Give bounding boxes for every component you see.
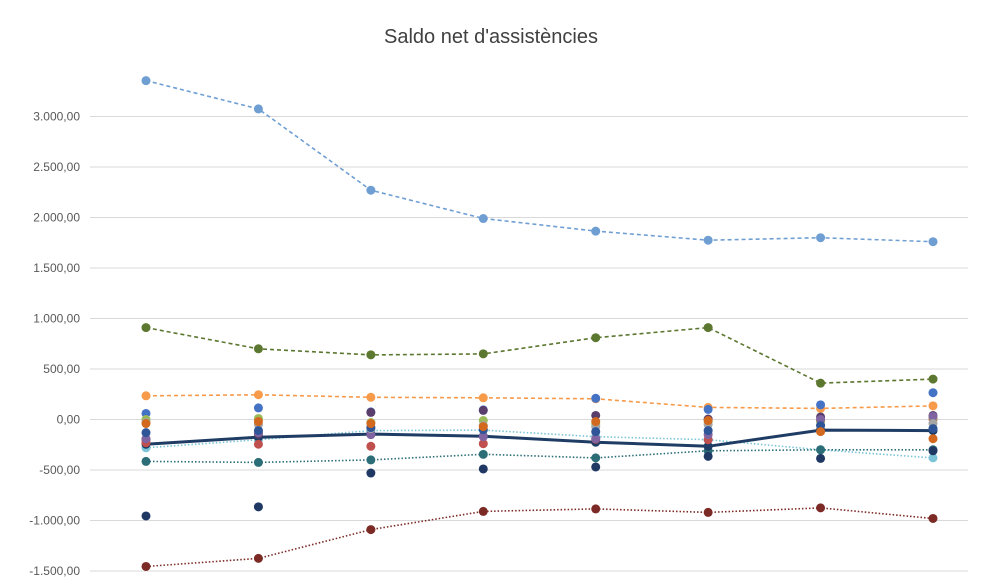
data-point-s13-x4 [478, 432, 488, 442]
data-point-s16-x3 [366, 419, 376, 429]
data-point-s8-x7 [816, 400, 826, 410]
data-point-s1-x8 [928, 237, 938, 247]
y-tick-label: 0,00 [57, 413, 81, 427]
data-point-s9-x2 [253, 502, 263, 512]
y-tick-label: 500,00 [43, 362, 80, 376]
chart-title: Saldo net d'assistències [384, 26, 598, 48]
data-point-s13-x8 [928, 411, 938, 421]
series-line-7 [145, 428, 934, 448]
data-point-s16-x6 [703, 416, 713, 426]
series-line-3 [145, 393, 934, 410]
data-point-s9-x8 [928, 446, 938, 456]
data-point-s2-x1 [141, 323, 151, 333]
data-point-s3-x3 [366, 392, 376, 402]
data-point-s11-x2 [253, 439, 263, 449]
data-point-s1-x4 [478, 214, 488, 224]
gridlines [90, 116, 968, 572]
data-point-s5-x3 [366, 455, 376, 465]
data-point-s7-x6 [703, 441, 713, 451]
y-tick-label: 3.000,00 [33, 110, 80, 124]
data-point-s5-x4 [478, 449, 488, 459]
data-point-s9-x7 [816, 453, 826, 463]
data-point-s8-x8 [928, 388, 938, 398]
data-point-s1-x5 [591, 226, 601, 236]
y-tick-label: 1.000,00 [33, 312, 80, 326]
data-point-s9-x4 [478, 464, 488, 474]
data-point-s6-x4 [478, 506, 488, 516]
data-point-s6-x1 [141, 561, 151, 571]
series-line-5 [145, 449, 933, 464]
data-point-s9-x5 [591, 462, 601, 472]
y-axis-tick-labels: -1.500,00 -1.000,00 -500,00 0,00 500,00 1.000… [29, 110, 80, 579]
data-point-s5-x7 [816, 445, 826, 455]
data-point-s15-x8 [928, 424, 938, 434]
series-line-4 [145, 429, 934, 459]
data-point-s10-x3 [366, 407, 376, 417]
data-point-s16-x8 [928, 434, 938, 444]
data-point-s6-x5 [591, 504, 601, 514]
data-point-s11-x4 [478, 439, 488, 449]
data-point-s8-x5 [591, 393, 601, 403]
data-point-s16-x4 [478, 422, 488, 432]
data-point-s16-x5 [591, 417, 601, 427]
data-point-s6-x8 [928, 513, 938, 523]
data-point-s5-x1 [141, 456, 151, 466]
data-point-s8-x2 [253, 403, 263, 413]
series-line-2 [145, 326, 934, 384]
data-point-s10-x4 [478, 405, 488, 415]
data-point-s2-x3 [366, 350, 376, 360]
y-tick-label: 1.500,00 [33, 261, 80, 275]
data-point-s2-x2 [253, 344, 263, 354]
data-points [141, 76, 938, 571]
data-point-s5-x2 [253, 457, 263, 467]
data-point-s6-x6 [703, 507, 713, 517]
data-point-s15-x2 [253, 426, 263, 436]
data-point-s2-x7 [816, 378, 826, 388]
data-point-s2-x6 [703, 323, 713, 333]
data-point-s1-x7 [816, 233, 826, 243]
data-point-s6-x3 [366, 525, 376, 535]
data-point-s16-x1 [141, 419, 151, 429]
data-point-s16-x7 [816, 427, 826, 437]
y-tick-label: -1.000,00 [29, 514, 80, 528]
data-point-s11-x3 [366, 441, 376, 451]
data-point-s2-x8 [928, 374, 938, 384]
data-point-s3-x4 [478, 393, 488, 403]
data-point-s5-x5 [591, 453, 601, 463]
data-point-s3-x1 [141, 391, 151, 401]
data-point-s2-x5 [591, 333, 601, 343]
data-point-s3-x8 [928, 401, 938, 411]
data-point-s9-x1 [141, 511, 151, 521]
y-tick-label: -1.500,00 [29, 564, 80, 578]
data-point-s3-x2 [253, 390, 263, 400]
y-tick-label: 2.000,00 [33, 211, 80, 225]
data-point-s15-x5 [591, 427, 601, 437]
series-line-6 [145, 507, 934, 568]
data-point-s6-x7 [816, 503, 826, 513]
data-point-s16-x2 [253, 417, 263, 427]
series-line-1 [145, 79, 934, 243]
series-lines [145, 79, 934, 568]
data-point-s13-x5 [591, 434, 601, 444]
data-point-s9-x6 [703, 451, 713, 461]
data-point-s15-x1 [141, 428, 151, 438]
data-point-s6-x2 [253, 553, 263, 563]
data-point-s1-x3 [366, 185, 376, 195]
data-point-s9-x3 [366, 468, 376, 478]
data-point-s8-x6 [703, 404, 713, 414]
data-point-s1-x1 [141, 76, 151, 86]
data-point-s2-x4 [478, 349, 488, 359]
y-tick-label: 2.500,00 [33, 160, 80, 174]
data-point-s1-x6 [703, 235, 713, 245]
data-point-s15-x6 [703, 426, 713, 436]
y-tick-label: -500,00 [39, 463, 80, 477]
data-point-s4-x8 [928, 453, 938, 463]
data-point-s1-x2 [253, 104, 263, 114]
